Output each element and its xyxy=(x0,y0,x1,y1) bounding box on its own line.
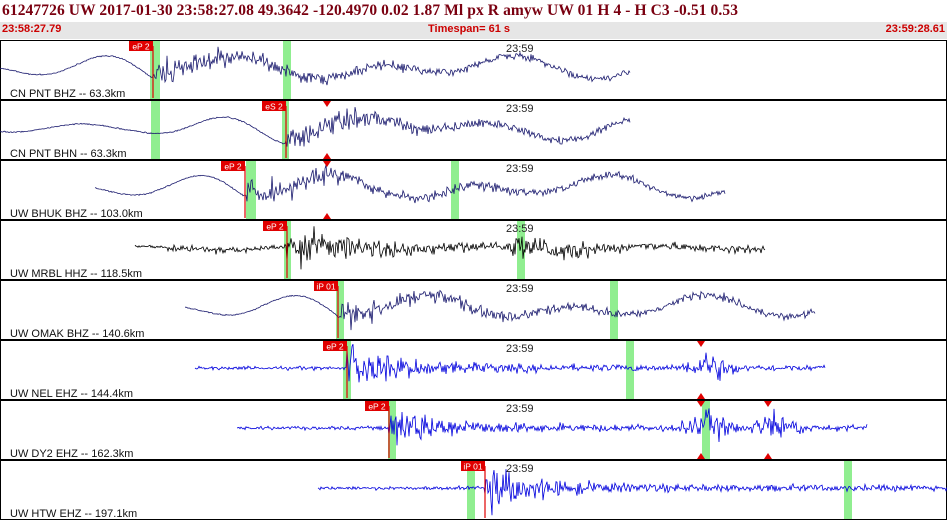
start-time-label: 23:58:27.79 xyxy=(2,23,62,35)
amplitude-marker-top[interactable] xyxy=(323,101,331,107)
amplitude-marker-bottom[interactable] xyxy=(323,153,331,159)
trace-panel[interactable]: iP 01 23:59 UW HTW EHZ -- 197.1km xyxy=(0,460,947,520)
trace-panel[interactable]: eP 2 23:59 UW NEL EHZ -- 144.4km xyxy=(0,340,947,401)
seismogram-panels[interactable]: eP 2 23:59 CN PNT BHZ -- 63.3km eS 2 23:59 CN… xyxy=(0,40,947,520)
event-header: 61247726 UW 2017-01-30 23:58:27.08 49.36… xyxy=(0,0,947,40)
amplitude-marker-bottom[interactable] xyxy=(697,453,705,459)
event-summary-title: 61247726 UW 2017-01-30 23:58:27.08 49.36… xyxy=(2,2,739,19)
panel-frame xyxy=(0,400,947,460)
phase-pick-label: eS 2 xyxy=(265,102,283,112)
amplitude-marker-top[interactable] xyxy=(697,341,705,347)
trace-panel[interactable]: eP 2 23:59 UW MRBL HHZ -- 118.5km xyxy=(0,220,947,281)
phase-pick-flag[interactable] xyxy=(461,461,485,471)
station-channel-label: CN PNT BHZ -- 63.3km xyxy=(10,88,125,100)
pick-window-shade xyxy=(702,401,710,459)
panel-frame xyxy=(0,340,947,400)
trace-panel[interactable]: eP 2 23:59 UW BHUK BHZ -- 103.0km xyxy=(0,160,947,221)
phase-pick-label: eP 2 xyxy=(266,222,284,232)
minute-tick-label: 23:59 xyxy=(506,163,534,175)
phase-pick-flag[interactable] xyxy=(365,401,389,411)
waveform-trace xyxy=(237,408,868,446)
trace-panel[interactable]: eS 2 23:59 CN PNT BHN -- 63.3km xyxy=(0,100,947,161)
pick-window-shade xyxy=(151,101,160,159)
minute-tick-label: 23:59 xyxy=(506,283,534,295)
station-channel-label: UW BHUK BHZ -- 103.0km xyxy=(10,208,143,220)
phase-pick-label: iP 01 xyxy=(316,282,335,292)
amplitude-marker-top[interactable] xyxy=(697,401,705,407)
phase-pick-label: eP 2 xyxy=(132,42,150,52)
panel-frame xyxy=(0,220,947,280)
phase-pick-flag[interactable] xyxy=(262,101,286,111)
pick-window-shade xyxy=(451,161,459,219)
timespan-label: Timespan= 61 s xyxy=(428,23,511,35)
pick-window-shade xyxy=(610,281,618,339)
waveform-trace xyxy=(134,226,766,270)
pick-window-shade xyxy=(283,41,291,99)
phase-pick-flag[interactable] xyxy=(263,221,287,231)
phase-pick-flag[interactable] xyxy=(314,281,338,291)
station-channel-label: UW OMAK BHZ -- 140.6km xyxy=(10,328,144,340)
station-channel-label: CN PNT BHN -- 63.3km xyxy=(10,148,127,160)
waveform-trace xyxy=(185,289,816,331)
phase-pick-flag[interactable] xyxy=(129,41,153,51)
phase-pick-flag[interactable] xyxy=(221,161,245,171)
pick-window-shade xyxy=(150,41,160,99)
trace-panel[interactable]: eP 2 23:59 UW DY2 EHZ -- 162.3km xyxy=(0,400,947,461)
phase-pick-flag[interactable] xyxy=(323,341,347,351)
trace-panel[interactable]: iP 01 23:59 UW OMAK BHZ -- 140.6km xyxy=(0,280,947,341)
end-time-label: 23:59:28.61 xyxy=(885,23,945,35)
pick-window-shade xyxy=(844,461,852,519)
phase-pick-label: eP 2 xyxy=(368,402,386,412)
pick-window-shade xyxy=(626,341,634,399)
pick-window-shade xyxy=(336,281,344,339)
amplitude-marker-bottom[interactable] xyxy=(697,393,705,399)
minute-tick-label: 23:59 xyxy=(506,463,534,475)
pick-window-shade xyxy=(467,461,475,519)
amplitude-marker-bottom[interactable] xyxy=(323,213,331,219)
station-channel-label: UW DY2 EHZ -- 162.3km xyxy=(10,448,133,460)
waveform-trace xyxy=(194,343,826,383)
minute-tick-label: 23:59 xyxy=(506,223,534,235)
waveform-trace xyxy=(317,469,947,516)
time-range-bar xyxy=(0,22,947,39)
station-channel-label: UW HTW EHZ -- 197.1km xyxy=(10,508,137,520)
trace-panel[interactable]: eP 2 23:59 CN PNT BHZ -- 63.3km xyxy=(0,40,947,101)
phase-pick-label: eP 2 xyxy=(224,162,242,172)
minute-tick-label: 23:59 xyxy=(506,103,534,115)
minute-tick-label: 23:59 xyxy=(506,343,534,355)
panel-frame xyxy=(0,160,947,220)
minute-tick-label: 23:59 xyxy=(506,403,534,415)
amplitude-marker-top[interactable] xyxy=(764,401,772,407)
panel-frame xyxy=(0,280,947,340)
pick-window-shade xyxy=(246,161,256,219)
station-channel-label: UW NEL EHZ -- 144.4km xyxy=(10,388,133,400)
phase-pick-label: iP 01 xyxy=(463,462,482,472)
pick-window-shade xyxy=(517,221,525,279)
waveform-trace xyxy=(0,46,631,86)
panel-frame xyxy=(0,100,947,160)
waveform-trace xyxy=(0,107,631,147)
waveform-trace xyxy=(94,164,726,204)
amplitude-marker-top[interactable] xyxy=(323,161,331,167)
amplitude-marker-bottom[interactable] xyxy=(764,453,772,459)
minute-tick-label: 23:59 xyxy=(506,43,534,55)
station-channel-label: UW MRBL HHZ -- 118.5km xyxy=(10,268,142,280)
phase-pick-label: eP 2 xyxy=(326,342,344,352)
